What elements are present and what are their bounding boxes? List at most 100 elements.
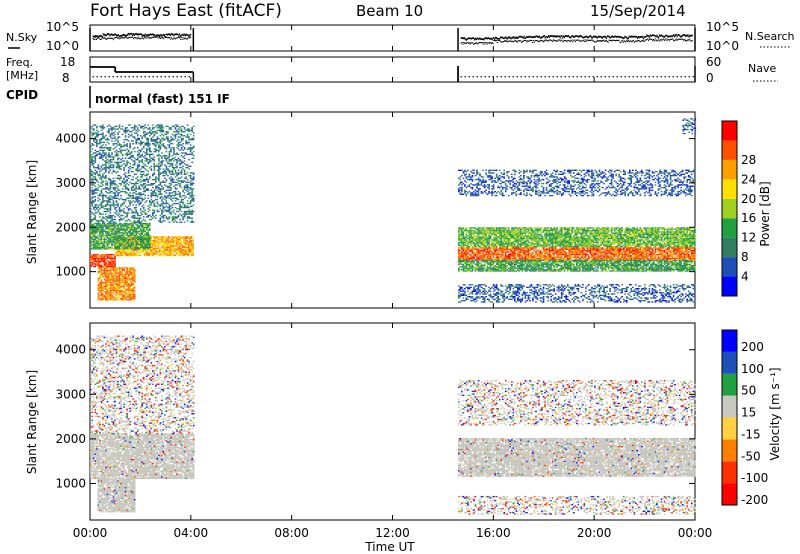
power-cell (468, 253, 471, 256)
power-cell (176, 188, 178, 190)
nsearch-point (663, 39, 666, 41)
power-cell (106, 234, 109, 237)
power-cell (139, 240, 142, 242)
power-cell (149, 246, 152, 249)
power-cell (124, 296, 127, 298)
power-cell (162, 206, 165, 209)
power-cell (114, 133, 116, 136)
power-cell (168, 246, 170, 249)
power-cell (147, 229, 150, 231)
power-cell (129, 292, 131, 294)
power-cell (176, 178, 178, 181)
power-cell (111, 261, 113, 264)
power-cell (127, 295, 130, 297)
power-cell (109, 190, 112, 193)
nsearch-point (679, 38, 681, 40)
power-cell (118, 285, 121, 288)
power-cell (105, 271, 107, 273)
power-cell (99, 269, 101, 272)
power-cell (157, 246, 160, 249)
power-cell (155, 214, 157, 217)
nsearch-point (153, 37, 155, 39)
power-cell (105, 269, 107, 272)
power-cell (188, 202, 190, 205)
power-cell (97, 263, 100, 265)
nsearch-point (179, 38, 182, 40)
nsky-point (532, 36, 535, 38)
power-cell (108, 228, 110, 230)
power-cell (108, 210, 110, 213)
power-cell (465, 251, 468, 253)
nsky-point (511, 36, 514, 39)
nsearch-point (577, 39, 579, 41)
power-cell (168, 204, 171, 206)
nsky-point (658, 36, 660, 38)
power-cell (150, 129, 153, 132)
power-cell (136, 147, 139, 149)
nsky-point (550, 35, 552, 37)
power-cell (124, 216, 127, 218)
nsky-point (578, 36, 580, 39)
power-cell (91, 164, 94, 166)
power-cell (102, 225, 104, 227)
power-cell (163, 250, 166, 253)
power-cell (175, 241, 178, 243)
power-cell (461, 251, 463, 253)
nsky-point (531, 36, 533, 39)
power-cell (129, 124, 131, 126)
power-cell (106, 265, 109, 268)
power-cell (147, 128, 150, 130)
power-cell (178, 250, 181, 253)
power-cell (155, 198, 157, 201)
power-cell (130, 279, 133, 281)
power-cell (118, 168, 121, 170)
power-cell (142, 170, 145, 173)
power-cell (118, 189, 121, 191)
nsky-point (105, 34, 108, 37)
power-cell (117, 245, 119, 247)
power-cell (102, 228, 104, 230)
nsky-point (507, 36, 509, 38)
power-cell (191, 209, 193, 211)
power-cell (174, 186, 177, 189)
power-cell (109, 169, 112, 171)
power-cell (144, 230, 147, 233)
power-cell (162, 202, 165, 205)
nsky-point (510, 37, 512, 40)
nsky-point (650, 35, 652, 37)
power-cell (177, 241, 179, 243)
power-cell (144, 248, 147, 250)
power-cell (105, 268, 107, 270)
power-cell (118, 289, 121, 292)
nsearch-point (484, 43, 486, 45)
power-cell (192, 177, 195, 179)
power-cell (130, 224, 133, 226)
power-cell (105, 232, 107, 234)
power-cell (94, 178, 97, 181)
power-cell (174, 206, 177, 209)
power-cell (141, 125, 144, 128)
power-cell (114, 233, 116, 235)
power-cell (123, 232, 125, 234)
power-cell (124, 293, 127, 296)
power-cell (112, 197, 115, 199)
power-cell (108, 257, 110, 260)
power-cell (121, 273, 124, 276)
power-cell (102, 136, 104, 138)
power-cell (90, 198, 92, 201)
power-cell (94, 141, 97, 144)
power-cell (133, 217, 136, 219)
power-cell (188, 129, 190, 132)
power-cell (99, 143, 101, 145)
power-cell (105, 245, 107, 247)
power-cell (100, 127, 103, 129)
power-cell (94, 242, 97, 245)
power-cell (171, 172, 174, 174)
power-cell (173, 139, 175, 141)
power-cell (102, 246, 104, 249)
power-cell (122, 252, 125, 254)
nsky-point (126, 34, 128, 37)
power-cell (97, 206, 100, 209)
power-cell (177, 252, 179, 254)
power-cell (153, 252, 155, 254)
